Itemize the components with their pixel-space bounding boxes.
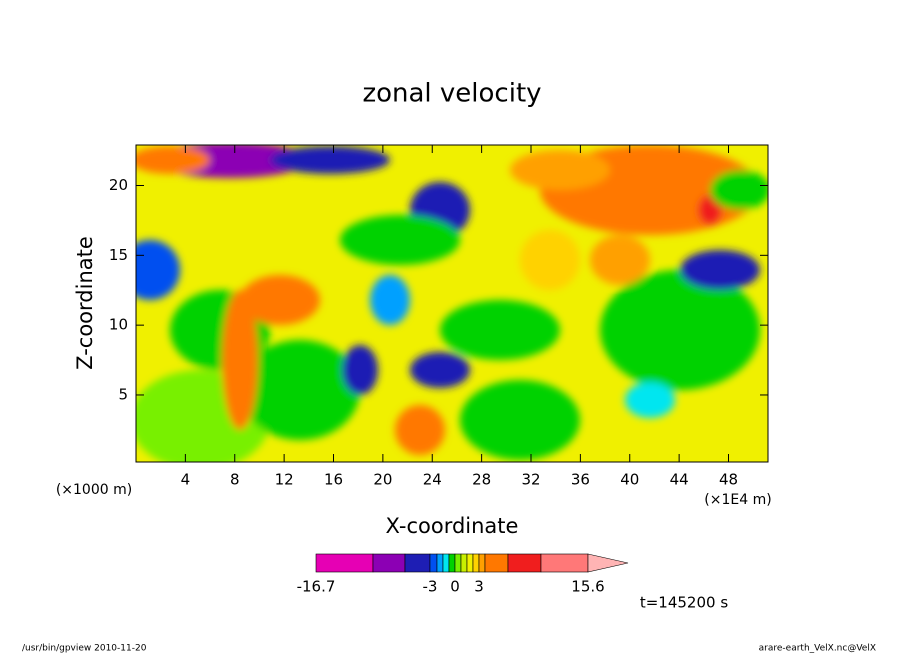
contour-field bbox=[136, 145, 768, 462]
colorbar-segment bbox=[466, 553, 474, 573]
y-axis-label: Z-coordinate bbox=[73, 236, 97, 370]
colorbar-tick-label: -3 bbox=[423, 578, 438, 596]
x-tick-label: 16 bbox=[324, 471, 343, 489]
footer-right: arare-earth_VelX.nc@VelX bbox=[759, 644, 876, 654]
x-tick-label: 12 bbox=[275, 471, 294, 489]
chart-title: zonal velocity bbox=[362, 79, 541, 109]
colorbar-tick-label: -16.7 bbox=[297, 578, 336, 596]
y-tick-label: 15 bbox=[109, 246, 128, 264]
x-tick-label: 24 bbox=[423, 471, 442, 489]
colorbar-segment bbox=[429, 553, 438, 573]
colorbar-segment bbox=[540, 553, 589, 573]
colorbar-segment bbox=[460, 553, 468, 573]
colorbar-segment bbox=[478, 553, 486, 573]
x-axis-label: X-coordinate bbox=[386, 514, 519, 538]
x-tick-label: 32 bbox=[521, 471, 540, 489]
footer-left: /usr/bin/gpview 2010-11-20 bbox=[22, 644, 147, 654]
x-tick-label: 28 bbox=[472, 471, 491, 489]
x-tick-label: 4 bbox=[181, 471, 191, 489]
colorbar-tick-label: 3 bbox=[474, 578, 484, 596]
y-unit: (×1000 m) bbox=[56, 482, 132, 498]
colorbar-segment bbox=[315, 553, 374, 573]
colorbar-extension bbox=[587, 553, 629, 573]
x-tick-label: 36 bbox=[571, 471, 590, 489]
x-tick-label: 48 bbox=[719, 471, 738, 489]
colorbar-segment bbox=[454, 553, 462, 573]
x-tick-label: 40 bbox=[620, 471, 639, 489]
x-unit: (×1E4 m) bbox=[704, 492, 771, 508]
time-label: t=145200 s bbox=[640, 594, 728, 612]
colorbar-segment bbox=[372, 553, 406, 573]
y-tick-label: 10 bbox=[109, 316, 128, 334]
colorbar-tick-label: 15.6 bbox=[571, 578, 604, 596]
colorbar-segment bbox=[484, 553, 509, 573]
colorbar-tick-label: 0 bbox=[450, 578, 460, 596]
colorbar-segment bbox=[442, 553, 450, 573]
x-tick-label: 44 bbox=[670, 471, 689, 489]
colorbar-segment bbox=[472, 553, 480, 573]
colorbar-segment bbox=[436, 553, 444, 573]
x-tick-label: 8 bbox=[230, 471, 240, 489]
colorbar-segment bbox=[507, 553, 542, 573]
x-tick-label: 20 bbox=[373, 471, 392, 489]
colorbar-segment bbox=[448, 553, 456, 573]
y-tick-label: 20 bbox=[109, 176, 128, 194]
y-tick-label: 5 bbox=[118, 385, 128, 403]
colorbar-segment bbox=[404, 553, 431, 573]
plot-frame bbox=[135, 144, 769, 463]
